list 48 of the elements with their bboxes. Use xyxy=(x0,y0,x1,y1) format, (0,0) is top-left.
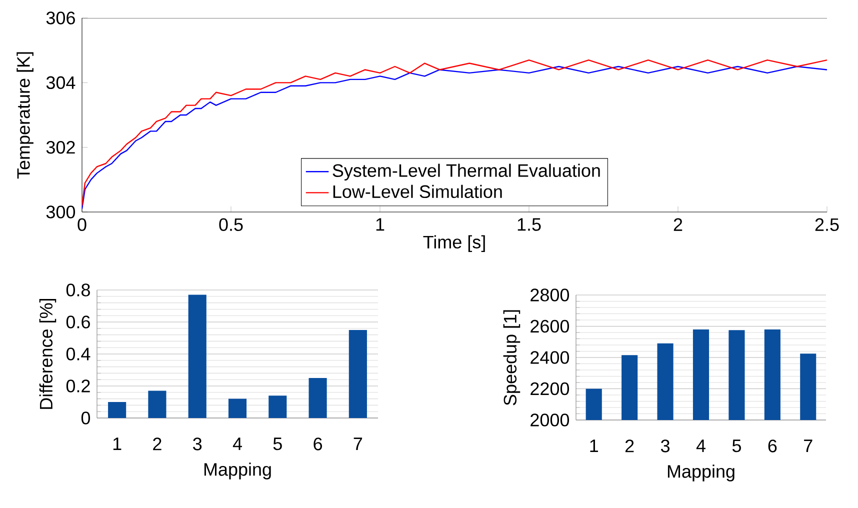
x-tick-label: 5 xyxy=(273,438,282,450)
x-tick-label: 6 xyxy=(768,440,777,452)
y-tick-label: 2000 xyxy=(530,414,570,426)
y-tick-label: 2800 xyxy=(530,288,570,302)
bar xyxy=(308,378,327,418)
x-tick-label: 2 xyxy=(153,438,162,450)
x-axis-title: Mapping xyxy=(204,462,271,480)
y-tick-label: 306 xyxy=(46,12,75,24)
x-tick-label: 1.5 xyxy=(518,218,541,231)
bar xyxy=(188,294,206,418)
y-tick-label: 0 xyxy=(81,412,90,424)
y-tick-label: 0.8 xyxy=(66,284,90,296)
x-tick-label: 3 xyxy=(193,438,202,450)
x-tick-label: 4 xyxy=(232,438,242,450)
y-tick-label: 0.2 xyxy=(66,380,90,392)
x-tick-label: 7 xyxy=(354,438,362,450)
y-tick-label: 2600 xyxy=(530,320,570,333)
legend-label: System-Level Thermal Evaluation xyxy=(332,164,600,181)
bar xyxy=(228,398,247,418)
bar xyxy=(108,402,126,418)
x-tick-label: 1 xyxy=(590,440,598,452)
x-tick-label: 1 xyxy=(376,218,384,231)
x-tick-label: 1 xyxy=(113,438,122,450)
x-tick-label: 3 xyxy=(660,440,670,452)
y-axis-title: Speedup [1] xyxy=(503,310,520,406)
y-tick-label: 302 xyxy=(46,140,75,154)
y-tick-label: 0.4 xyxy=(66,348,90,360)
x-tick-label: 7 xyxy=(804,440,812,452)
y-tick-label: 2200 xyxy=(530,382,570,396)
x-tick-label: 5 xyxy=(732,440,741,452)
x-tick-label: 2 xyxy=(625,440,634,452)
x-tick-label: 2 xyxy=(674,218,682,231)
x-tick-label: 2.5 xyxy=(815,218,839,231)
x-tick-label: 0.5 xyxy=(219,218,243,231)
legend-label: Low-Level Simulation xyxy=(333,184,502,198)
bar xyxy=(148,390,166,418)
x-axis-title: Time [s] xyxy=(423,235,485,252)
x-tick-label: 6 xyxy=(314,438,322,450)
y-tick-label: 304 xyxy=(46,76,76,90)
x-tick-label: 4 xyxy=(696,440,706,452)
y-tick-label: 0.6 xyxy=(66,316,90,328)
y-tick-label: 2400 xyxy=(530,351,570,364)
x-axis-title: Mapping xyxy=(668,464,734,482)
y-axis-title: Temperature [K] xyxy=(16,52,34,179)
bar xyxy=(268,396,287,418)
y-axis-title: Difference [%] xyxy=(39,298,56,409)
bar xyxy=(348,330,367,418)
y-tick-label: 300 xyxy=(46,206,76,218)
